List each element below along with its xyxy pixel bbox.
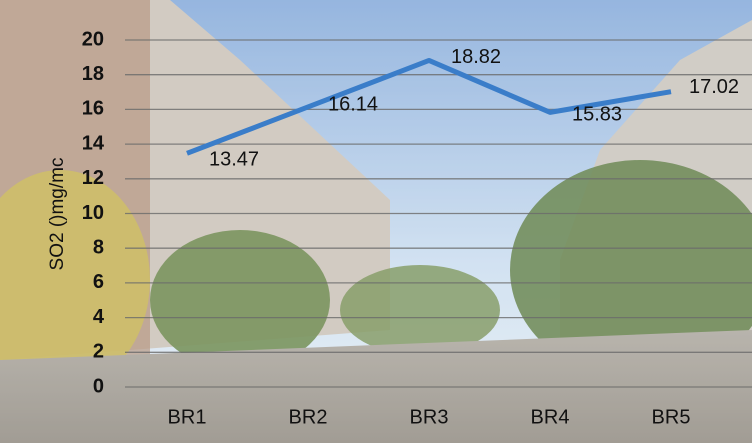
- x-tick-label: BR4: [531, 406, 570, 428]
- data-label: 13.47: [209, 149, 259, 171]
- y-tick-label: 0: [93, 375, 104, 397]
- y-tick-label: 12: [82, 167, 104, 189]
- line-series: [186, 57, 672, 156]
- y-tick-label: 20: [82, 28, 104, 50]
- data-label: 18.82: [451, 46, 501, 68]
- x-tick-label: BR2: [289, 406, 328, 428]
- y-tick-label: 8: [93, 236, 104, 258]
- x-tick-label: BR5: [652, 406, 691, 428]
- x-tick-label: BR1: [168, 406, 207, 428]
- x-tick-label: BR3: [410, 406, 449, 428]
- data-label: 15.83: [572, 104, 622, 126]
- data-label: 16.14: [328, 93, 378, 115]
- y-tick-label: 18: [82, 63, 104, 85]
- y-tick-label: 2: [93, 341, 104, 363]
- y-tick-label: 10: [82, 202, 104, 224]
- y-tick-label: 6: [93, 271, 104, 293]
- y-tick-label: 14: [82, 132, 105, 154]
- y-tick-label: 16: [82, 98, 104, 120]
- y-tick-label: 4: [93, 306, 105, 328]
- y-axis-label: SO2 ()mg/mc: [47, 158, 68, 271]
- data-label: 17.02: [689, 76, 739, 98]
